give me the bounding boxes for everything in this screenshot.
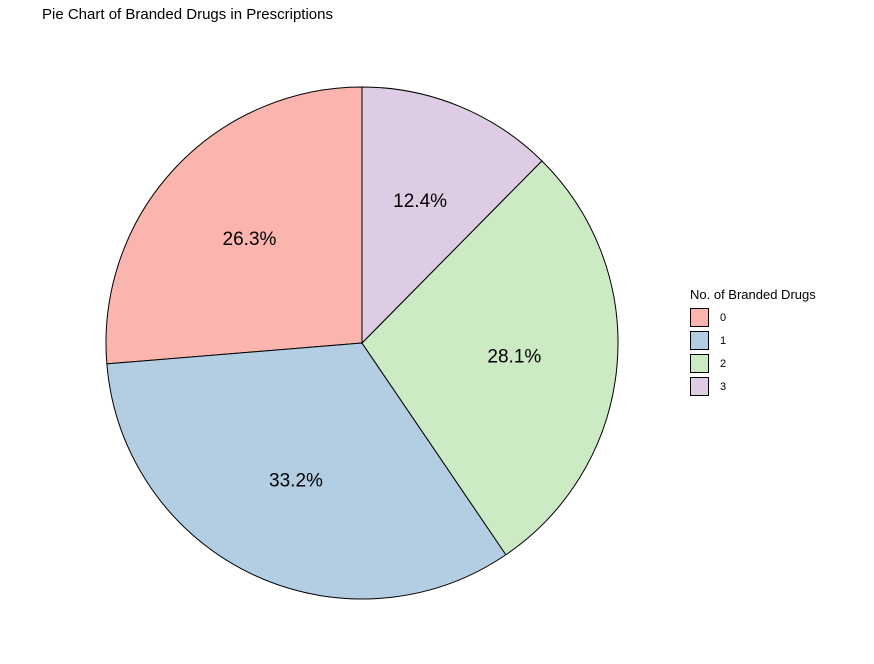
legend: No. of Branded Drugs 0 1 2 3 xyxy=(690,287,816,398)
slice-label-2: 28.1% xyxy=(487,346,541,367)
legend-label-0: 0 xyxy=(720,311,727,324)
legend-item-2: 2 xyxy=(690,352,816,375)
legend-swatch-0 xyxy=(690,308,709,327)
legend-item-1: 1 xyxy=(690,329,816,352)
legend-title: No. of Branded Drugs xyxy=(690,287,816,302)
legend-item-0: 0 xyxy=(690,306,816,329)
legend-item-3: 3 xyxy=(690,375,816,398)
slice-label-0: 26.3% xyxy=(223,229,277,250)
pie-slice-2 xyxy=(361,160,619,556)
legend-swatch-3 xyxy=(690,377,709,396)
legend-label-2: 2 xyxy=(720,357,727,370)
pie-slice-1 xyxy=(106,342,507,600)
legend-label-3: 3 xyxy=(720,380,727,393)
legend-label-1: 1 xyxy=(720,334,727,347)
pie-slice-3 xyxy=(361,86,543,345)
slice-label-3: 12.4% xyxy=(393,191,447,212)
slice-label-1: 33.2% xyxy=(269,471,323,492)
pie-slice-0 xyxy=(105,86,363,365)
chart-title: Pie Chart of Branded Drugs in Prescripti… xyxy=(42,6,333,23)
legend-swatch-2 xyxy=(690,354,709,373)
legend-swatch-1 xyxy=(690,331,709,350)
